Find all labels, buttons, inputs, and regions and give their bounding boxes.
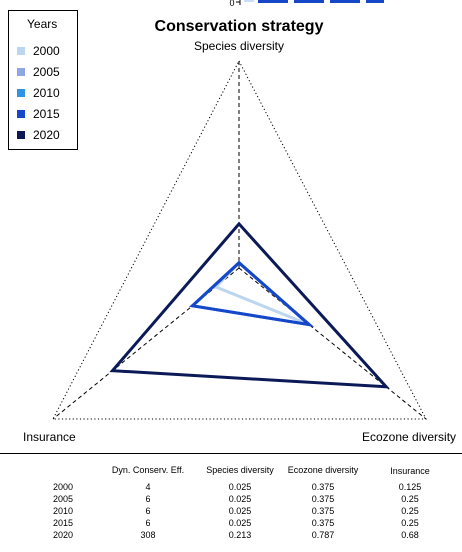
axis-label-ecozone-diversity: Ecozone diversity	[362, 430, 456, 444]
legend: Years 2000 2005 2010 2015 2020	[8, 10, 78, 150]
table-cell: 6	[145, 518, 151, 528]
cropped-bar-1	[244, 0, 254, 2]
legend-label-2015: 2015	[33, 107, 60, 121]
radar-series-2020	[109, 221, 390, 389]
table-row-year: 2005	[52, 494, 74, 504]
radar-series-2015	[189, 260, 314, 327]
table-cell: 0.213	[228, 530, 252, 540]
table-row-year: 2000	[52, 482, 74, 492]
axis-label-insurance: Insurance	[23, 430, 76, 444]
table-cell: 0.025	[228, 506, 252, 516]
radar-outer-boundary	[52, 59, 427, 420]
legend-item-2015: 2015	[17, 107, 60, 121]
legend-item-2020: 2020	[17, 128, 60, 142]
table-header-species-diversity: Species diversity	[206, 465, 274, 475]
table-row-year: 2010	[52, 506, 74, 516]
table-cell: 0.125	[398, 482, 422, 492]
legend-label-2000: 2000	[33, 44, 60, 58]
cropped-bar-4	[330, 0, 360, 3]
legend-item-2000: 2000	[17, 44, 60, 58]
spoke-insurance	[52, 267, 240, 420]
legend-label-2010: 2010	[33, 86, 60, 100]
legend-swatch-2015	[17, 110, 25, 118]
chart-title: Conservation strategy	[155, 18, 324, 35]
table-cell: 0.25	[401, 506, 419, 516]
table-cell: 0.25	[401, 518, 419, 528]
radar-series	[109, 221, 390, 389]
table-row-year: 2020	[52, 530, 74, 540]
table-cell: 0.375	[311, 482, 335, 492]
table-cell: 0.375	[311, 494, 335, 504]
table-header-ecozone-diversity: Ecozone diversity	[287, 465, 359, 475]
table-cell: 0.787	[311, 530, 335, 540]
spoke-ecozone-diversity	[238, 267, 427, 420]
table-cell: 0.68	[401, 530, 419, 540]
table-separator	[0, 453, 462, 454]
legend-label-2005: 2005	[33, 65, 60, 79]
radar-grid	[52, 59, 427, 420]
table-header-insurance: Insurance	[390, 466, 430, 476]
legend-swatch-2005	[17, 68, 25, 76]
table-header-dyn-conserv-eff: Dyn. Conserv. Eff.	[111, 465, 185, 475]
legend-title: Years	[27, 17, 58, 31]
legend-swatch-2020	[17, 131, 25, 139]
table-cell: 0.375	[311, 518, 335, 528]
table-cell: 0.025	[228, 482, 252, 492]
table-cell: 6	[145, 506, 151, 516]
table-cell: 0.375	[311, 506, 335, 516]
legend-item-2010: 2010	[17, 86, 60, 100]
cropped-bar-3	[294, 0, 324, 3]
table-cell: 308	[140, 530, 156, 540]
table-cell: 0.25	[401, 494, 419, 504]
table-cell: 0.025	[228, 518, 252, 528]
cropped-bar-2	[258, 0, 288, 3]
table-cell: 4	[145, 482, 151, 492]
legend-swatch-2000	[17, 47, 25, 55]
legend-swatch-2010	[17, 89, 25, 97]
legend-item-2005: 2005	[17, 65, 60, 79]
table-row-year: 2015	[52, 518, 74, 528]
cropped-tick-label: 0	[229, 0, 234, 8]
axis-label-species-diversity: Species diversity	[194, 39, 284, 53]
legend-label-2020: 2020	[33, 128, 60, 142]
table-cell: 0.025	[228, 494, 252, 504]
table-cell: 6	[145, 494, 151, 504]
cropped-bar-5	[366, 0, 384, 3]
